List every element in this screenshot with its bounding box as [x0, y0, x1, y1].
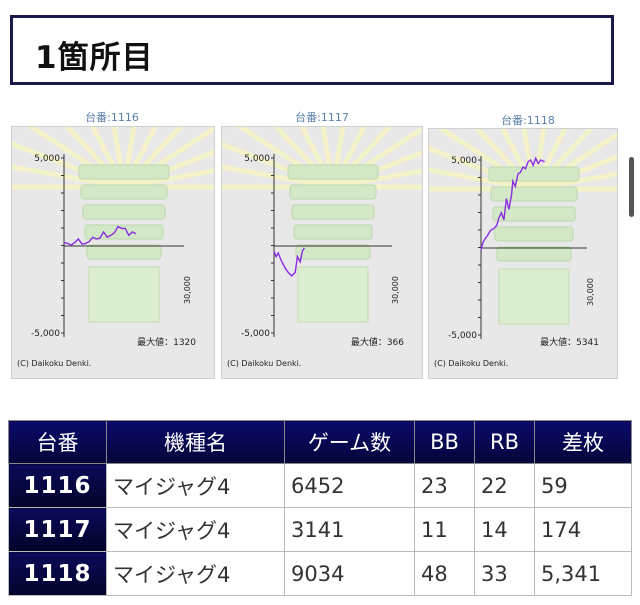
- col-header-diff: 差枚: [534, 420, 632, 464]
- bg-machine-tier: [84, 224, 164, 240]
- page-title: 1箇所目: [35, 40, 154, 76]
- scrollbar-thumb[interactable]: [629, 157, 634, 217]
- balance-line: [63, 225, 137, 246]
- y-tick-label-top: 5,000: [451, 156, 477, 166]
- bb-count: 11: [414, 507, 475, 552]
- bb-count: 48: [414, 551, 475, 596]
- bg-ray: [12, 164, 125, 190]
- table-row[interactable]: 1116 マイジャグ4 6452 23 22 59: [8, 463, 632, 508]
- bg-machine-body: [297, 266, 369, 323]
- bg-ray: [123, 168, 214, 190]
- rb-count: 33: [474, 551, 535, 596]
- bg-machine-tier: [492, 206, 576, 222]
- bg-machine-tier: [494, 226, 574, 242]
- bg-machine-tier: [496, 246, 572, 262]
- bg-ray: [222, 164, 334, 190]
- table-header-row: 台番 機種名 ゲーム数 BB RB 差枚: [8, 420, 632, 464]
- bg-machine-tier: [287, 164, 379, 180]
- machine-no[interactable]: 1116: [8, 463, 107, 508]
- bg-ray: [533, 171, 617, 192]
- bg-ray: [429, 167, 535, 192]
- copyright-label: (C) Daikoku Denki.: [227, 359, 301, 368]
- graph-caption-1116: 台番:1116: [85, 111, 139, 124]
- bg-machine-tier: [289, 184, 377, 200]
- machine-no[interactable]: 1117: [8, 507, 107, 552]
- balance-line: [480, 156, 545, 250]
- col-header-machine-no: 台番: [8, 420, 107, 464]
- bg-machine-tier: [295, 244, 371, 260]
- game-count: 3141: [284, 507, 415, 552]
- graph-svg: 5,000 -5,000 30,000 最大値：366 (C) Daikoku Denk…: [222, 127, 422, 368]
- diff-medals: 5,341: [534, 551, 632, 596]
- y-tick-label-top: 5,000: [34, 154, 60, 164]
- diff-medals: 174: [534, 507, 632, 552]
- model-name: マイジャグ4: [106, 507, 285, 552]
- max-value-label: 最大値：1320: [137, 336, 196, 348]
- machine-stats-table: 台番 機種名 ゲーム数 BB RB 差枚 1116 マイジャグ4 6452 23…: [8, 420, 632, 596]
- graph-svg: 5,000 -5,000 30,000 最大値：1320 (C) Daikoku Den…: [12, 127, 214, 368]
- y-tick-label-bottom: -5,000: [448, 331, 477, 341]
- col-header-rb: RB: [474, 420, 535, 464]
- bg-ray: [332, 168, 422, 190]
- table-row[interactable]: 1118 マイジャグ4 9034 48 33 5,341: [8, 551, 632, 596]
- graph-caption-1117: 台番:1117: [295, 111, 349, 124]
- bg-machine-tier: [80, 184, 168, 200]
- col-header-bb: BB: [414, 420, 475, 464]
- bg-machine-tier: [82, 204, 166, 220]
- y-tick-label-bottom: -5,000: [31, 329, 60, 339]
- bg-machine-tier: [488, 166, 580, 182]
- model-name: マイジャグ4: [106, 463, 285, 508]
- bg-machine-tier: [86, 244, 162, 260]
- bg-machine-tier: [490, 186, 578, 202]
- machine-no[interactable]: 1118: [8, 551, 107, 596]
- graph-panel-1117[interactable]: 5,000 -5,000 30,000 最大値：366 (C) Daikoku Denk…: [221, 126, 423, 379]
- model-name: マイジャグ4: [106, 551, 285, 596]
- graph-panel-1116[interactable]: 5,000 -5,000 30,000 最大値：1320 (C) Daikoku Den…: [11, 126, 215, 379]
- col-header-model: 機種名: [106, 420, 285, 464]
- game-count: 9034: [284, 551, 415, 596]
- section-title-box: 1箇所目: [10, 15, 614, 85]
- y-tick-label-top: 5,000: [244, 154, 270, 164]
- copyright-label: (C) Daikoku Denki.: [434, 359, 508, 368]
- bb-count: 23: [414, 463, 475, 508]
- x-tick-label-max: 30,000: [183, 276, 192, 304]
- x-tick-label-max: 30,000: [586, 278, 595, 306]
- diff-medals: 59: [534, 463, 632, 508]
- balance-line: [273, 247, 306, 277]
- bg-machine-body: [498, 268, 570, 325]
- col-header-games: ゲーム数: [284, 420, 415, 464]
- graph-svg: 5,000 -5,000 30,000 最大値：5341 (C) Daikoku Den…: [429, 129, 617, 368]
- max-value-label: 最大値：5341: [540, 336, 599, 348]
- x-tick-label-max: 30,000: [391, 276, 400, 304]
- bg-machine-tier: [293, 224, 373, 240]
- y-tick-label-bottom: -5,000: [241, 329, 270, 339]
- graph-panel-1118[interactable]: 5,000 -5,000 30,000 最大値：5341 (C) Daikoku Den…: [428, 128, 618, 379]
- rb-count: 22: [474, 463, 535, 508]
- table-row[interactable]: 1117 マイジャグ4 3141 11 14 174: [8, 507, 632, 552]
- bg-machine-tier: [78, 164, 170, 180]
- bg-machine-tier: [291, 204, 375, 220]
- game-count: 6452: [284, 463, 415, 508]
- bg-machine-body: [88, 266, 160, 323]
- copyright-label: (C) Daikoku Denki.: [17, 359, 91, 368]
- graph-caption-1118: 台番:1118: [501, 114, 555, 127]
- rb-count: 14: [474, 507, 535, 552]
- max-value-label: 最大値：366: [351, 336, 404, 348]
